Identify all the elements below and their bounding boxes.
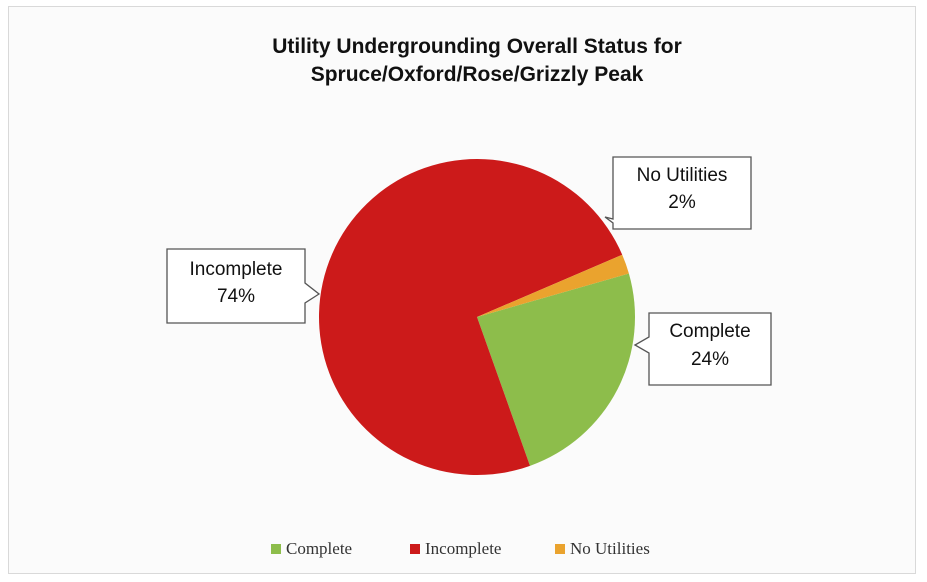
pie-slice-incomplete <box>318 159 623 476</box>
chart-title-line-1: Utility Undergrounding Overall Status fo… <box>272 35 682 58</box>
legend-label-no-utilities: No Utilities <box>570 539 650 558</box>
callout-complete: Complete 24% <box>633 312 772 386</box>
chart-title-line-2: Spruce/Oxford/Rose/Grizzly Peak <box>311 63 644 86</box>
callout-no-utilities: No Utilities 2% <box>604 156 752 230</box>
legend-label-complete: Complete <box>286 539 352 558</box>
callout-incomplete-pct: 74% <box>217 286 255 307</box>
callout-complete-label: Complete <box>669 321 750 342</box>
pie-slices <box>318 159 636 476</box>
chart-frame: Utility Undergrounding Overall Status fo… <box>8 6 916 574</box>
callout-no-utilities-label: No Utilities <box>637 165 728 186</box>
legend-swatch-no-utilities <box>555 544 565 554</box>
chart-legend: Complete Incomplete No Utilities <box>271 539 650 558</box>
legend-swatch-complete <box>271 544 281 554</box>
legend-label-incomplete: Incomplete <box>425 539 501 558</box>
callout-complete-pct: 24% <box>691 349 729 370</box>
callout-incomplete: Incomplete 74% <box>166 248 321 324</box>
pie-chart: Utility Undergrounding Overall Status fo… <box>166 35 772 558</box>
legend-swatch-incomplete <box>410 544 420 554</box>
callout-no-utilities-pct: 2% <box>668 192 696 213</box>
pie-slice-complete <box>477 273 636 466</box>
callout-incomplete-label: Incomplete <box>190 259 283 280</box>
pie-slice-no-utilities <box>477 254 629 317</box>
